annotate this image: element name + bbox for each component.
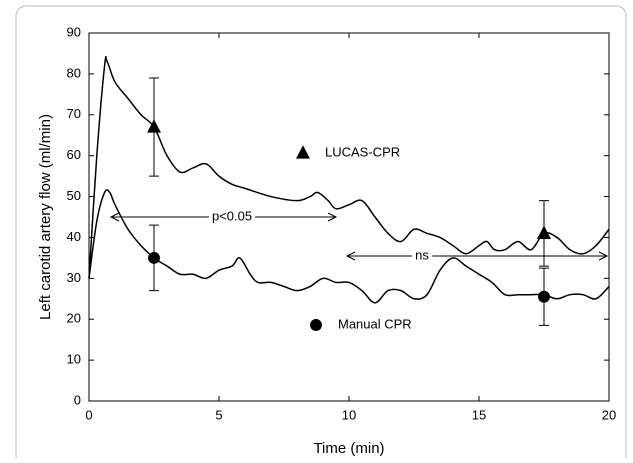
x-axis-title: Time (min): [313, 440, 384, 457]
y-tick-label: 70: [67, 106, 81, 121]
y-tick-label: 80: [67, 65, 81, 80]
annotation-bg: [412, 247, 433, 263]
y-tick-label: 40: [67, 229, 81, 244]
figure-frame: [15, 5, 627, 463]
y-tick-label: 0: [74, 392, 81, 407]
x-tick-label: 15: [472, 407, 486, 422]
y-tick-label: 30: [67, 270, 81, 285]
legend-marker: [310, 319, 322, 331]
legend-label: Manual CPR: [338, 316, 412, 331]
data-point: [147, 119, 161, 133]
x-tick-label: 5: [215, 407, 222, 422]
x-tick-label: 20: [602, 407, 616, 422]
data-point: [537, 225, 551, 239]
y-tick-label: 60: [67, 147, 81, 162]
legend-marker: [296, 145, 310, 159]
series-line: [88, 189, 610, 304]
y-tick-label: 20: [67, 311, 81, 326]
legend-label: LUCAS-CPR: [325, 144, 400, 159]
annotation-bg: [208, 208, 256, 224]
data-point: [148, 251, 160, 264]
data-point: [538, 290, 550, 303]
y-tick-label: 10: [67, 352, 81, 367]
y-tick-label: 90: [67, 24, 81, 39]
y-axis-title: Left carotid artery flow (ml/min): [37, 114, 54, 320]
y-tick-label: 50: [67, 188, 81, 203]
x-tick-label: 0: [85, 407, 92, 422]
series-line: [88, 56, 610, 279]
annotation-arrow: [345, 251, 609, 261]
annotation-label: p<0.05: [212, 208, 252, 223]
x-tick-label: 10: [342, 407, 356, 422]
annotation-label: ns: [415, 247, 429, 262]
